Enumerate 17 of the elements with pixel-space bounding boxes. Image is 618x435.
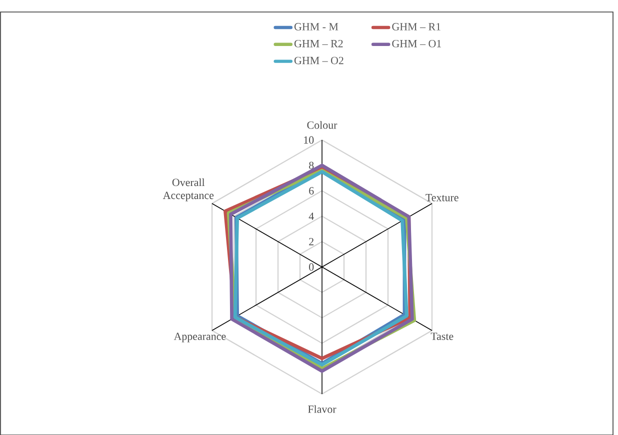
y-tick-label: 4 [308, 212, 314, 220]
legend-label: GHM – R2 [294, 40, 343, 48]
y-tick-label: 8 [309, 162, 314, 169]
y-tick-label: 6 [309, 186, 314, 194]
y-tick-label: 2 [309, 238, 314, 246]
legend-label: GHM – R1 [392, 22, 440, 30]
y-tick-label: 10 [304, 136, 314, 144]
spoke-label: Overall Acceptance [162, 178, 214, 202]
legend-label: GHM - M [294, 22, 338, 30]
spoke-label: Flavor [308, 405, 336, 413]
spoke-label: Texture [426, 194, 458, 202]
spoke-label: Taste [430, 332, 454, 340]
y-tick-label: 0 [309, 263, 314, 271]
spoke-label: Appearance [174, 332, 226, 342]
spoke-label: Colour [307, 120, 338, 129]
legend-label: GHM – O2 [294, 56, 344, 64]
legend-label: GHM – O1 [392, 40, 441, 48]
